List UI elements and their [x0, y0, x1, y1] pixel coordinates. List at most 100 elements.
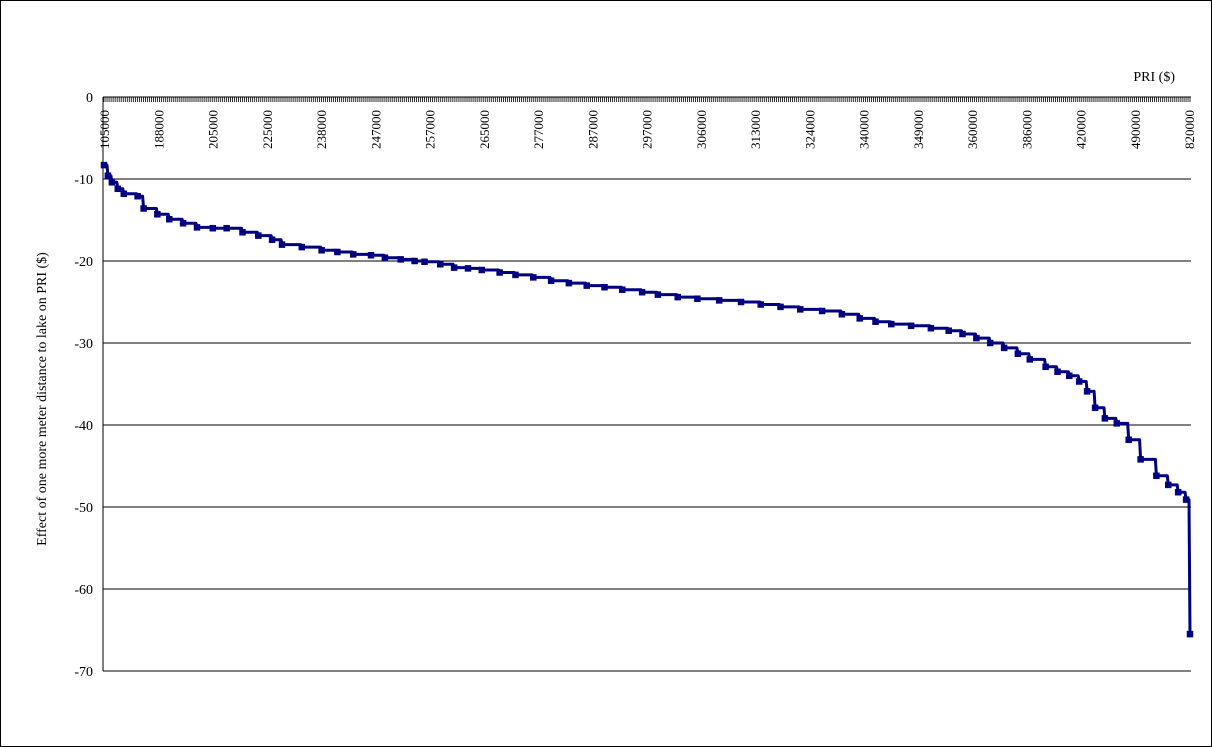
- x-tick-label: 247000: [368, 110, 383, 149]
- data-point: [1153, 472, 1160, 480]
- data-point: [437, 261, 444, 268]
- data-point: [1014, 350, 1022, 357]
- data-point: [349, 251, 357, 258]
- data-point: [565, 279, 573, 287]
- data-point: [223, 224, 230, 232]
- data-point: [654, 291, 662, 298]
- data-point: [381, 254, 389, 261]
- x-tick-label: 188000: [151, 110, 166, 149]
- x-tick-label: 386000: [1019, 110, 1034, 149]
- data-point: [1165, 481, 1172, 489]
- data-point: [777, 303, 784, 311]
- data-point: [193, 224, 201, 231]
- data-point: [298, 243, 306, 251]
- x-tick-labels: 105000 188000 205000 225000 238000 247000 2570…: [97, 110, 1197, 149]
- x-tick-label: 490000: [1128, 110, 1143, 149]
- x-tick-label: 287000: [585, 110, 600, 149]
- data-point: [907, 322, 915, 330]
- data-point: [209, 224, 217, 232]
- data-point: [1066, 372, 1073, 380]
- data-point: [986, 339, 994, 347]
- x-tick-label: 297000: [640, 110, 655, 149]
- x-tick-label: 340000: [857, 110, 872, 149]
- data-point: [1083, 388, 1091, 395]
- data-point: [397, 256, 404, 263]
- data-point: [601, 283, 608, 291]
- data-point: [757, 301, 764, 308]
- x-tick-label: 349000: [911, 110, 926, 149]
- data-point: [114, 185, 122, 193]
- data-point: [268, 236, 276, 243]
- data-point: [1026, 356, 1034, 363]
- data-point: [1182, 496, 1190, 503]
- data-point: [973, 334, 980, 342]
- data-point: [694, 295, 701, 302]
- y-tick-label: -50: [74, 501, 93, 516]
- data-point: [872, 318, 879, 325]
- x-tick-label: 306000: [694, 110, 709, 149]
- y-axis-label: Effect of one more meter distance to lak…: [35, 252, 50, 546]
- data-point: [496, 269, 503, 276]
- data-point: [1113, 420, 1121, 427]
- x-tick-label: 105000: [97, 110, 112, 149]
- data-point: [104, 172, 112, 179]
- data-point: [1101, 415, 1109, 422]
- data-point: [450, 264, 458, 271]
- y-tick-label: -30: [74, 337, 93, 352]
- data-point: [838, 311, 846, 318]
- x-tick-label: 225000: [260, 110, 275, 149]
- x-tick-label: 277000: [531, 110, 546, 149]
- data-point: [619, 286, 626, 293]
- data-point: [674, 293, 681, 301]
- data-point: [1075, 378, 1083, 385]
- data-point: [959, 330, 966, 338]
- y-tick-label: -10: [74, 173, 93, 188]
- data-point: [945, 327, 952, 334]
- data-point: [464, 265, 472, 272]
- data-point: [166, 215, 173, 223]
- y-tick-label: -20: [74, 255, 93, 270]
- data-point: [638, 288, 646, 296]
- data-point: [1054, 368, 1061, 375]
- data-point: [1091, 404, 1099, 412]
- data-point: [478, 266, 486, 274]
- y-tick-labels: 0 -10 -20 -30 -40 -50 -60 -70: [74, 91, 93, 680]
- data-point: [530, 274, 537, 281]
- data-point: [100, 161, 108, 169]
- data-point: [367, 252, 375, 259]
- data-point: [797, 306, 804, 313]
- y-tick-label: -60: [74, 583, 93, 598]
- data-point: [411, 257, 418, 265]
- gridlines: [103, 178, 1191, 672]
- data-point: [179, 220, 187, 227]
- data-point: [927, 324, 935, 332]
- data-point: [255, 232, 262, 239]
- data-point: [1174, 488, 1182, 496]
- x-tick-label: 360000: [965, 110, 980, 149]
- x-tick-label: 238000: [314, 110, 329, 149]
- data-point: [583, 282, 590, 289]
- x-tick-label: 313000: [748, 110, 763, 149]
- x-axis-label: PRI ($): [1133, 70, 1175, 85]
- data-point: [318, 247, 325, 254]
- data-point: [1125, 436, 1132, 444]
- axes: [102, 96, 1191, 671]
- data-point: [108, 179, 116, 186]
- x-tick-label: 420000: [1074, 110, 1089, 149]
- data-point: [1000, 344, 1008, 352]
- x-tick-label: 257000: [423, 110, 438, 149]
- x-tick-label: 820000: [1182, 110, 1197, 149]
- data-point: [239, 229, 246, 236]
- data-point: [737, 298, 745, 306]
- data-point: [818, 307, 826, 315]
- data-series: [100, 161, 1194, 638]
- data-point: [134, 192, 141, 200]
- data-point: [120, 190, 128, 198]
- data-point: [715, 297, 723, 304]
- y-tick-label: -40: [74, 419, 93, 434]
- data-point: [334, 248, 341, 256]
- data-point: [888, 320, 895, 328]
- data-point: [278, 241, 286, 248]
- x-tick-label: 324000: [802, 110, 817, 149]
